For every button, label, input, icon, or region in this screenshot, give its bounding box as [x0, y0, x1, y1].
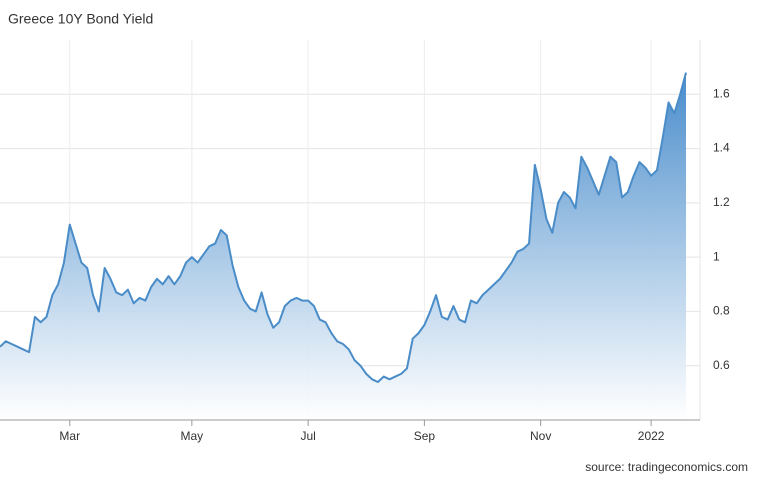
y-tick-label: 0.6: [713, 358, 730, 372]
area-fill: [0, 72, 686, 421]
x-tick-label: Jul: [300, 429, 315, 443]
chart-title: Greece 10Y Bond Yield: [8, 11, 153, 27]
line: [0, 72, 687, 383]
y-tick-label: 0.8: [713, 304, 730, 318]
y-tick-label: 1.2: [713, 195, 730, 209]
x-tick-label: Mar: [59, 429, 80, 443]
x-tick-label: 2022: [638, 429, 665, 443]
x-tick-label: Nov: [530, 429, 551, 443]
y-tick-label: 1.4: [713, 141, 730, 155]
x-tick-label: Sep: [414, 429, 436, 443]
y-tick-label: 1: [713, 249, 720, 263]
x-tick-label: May: [181, 429, 204, 443]
y-tick-label: 1.6: [713, 86, 730, 100]
source-note: source: tradingeconomics.com: [585, 460, 748, 474]
